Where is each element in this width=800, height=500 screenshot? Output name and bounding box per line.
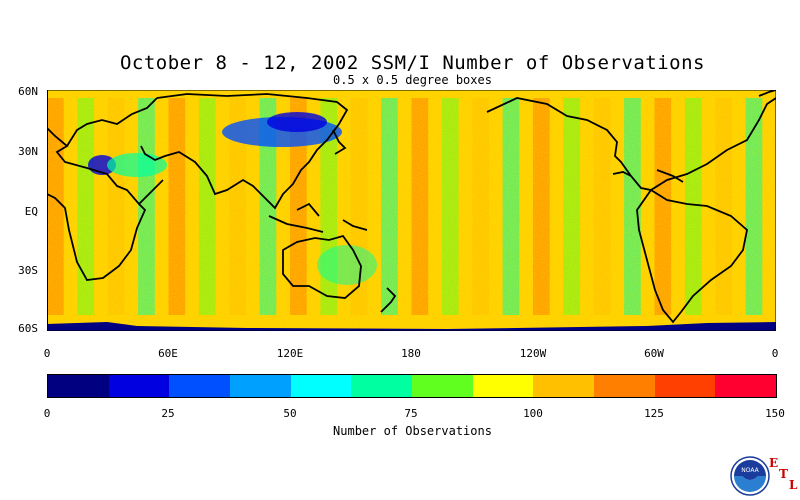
- lon-label-0: 0: [43, 347, 51, 360]
- lon-label-0-end: 0: [771, 347, 779, 360]
- colorbar-swatch: [594, 375, 655, 397]
- svg-text:NOAA: NOAA: [741, 467, 759, 474]
- colorbar-swatch: [412, 375, 473, 397]
- colorbar-swatch: [472, 375, 534, 397]
- colorbar-swatch: [230, 375, 291, 397]
- lat-label-30s: 30S: [18, 264, 38, 277]
- lon-label-60e: 60E: [158, 347, 178, 360]
- colorbar-swatch: [654, 375, 716, 397]
- antarctica-edge: [47, 322, 776, 331]
- lat-label-60s: 60S: [18, 322, 38, 335]
- lon-label-120e: 120E: [276, 347, 304, 360]
- lat-label-30n: 30N: [18, 145, 38, 158]
- colorbar-title: Number of Observations: [333, 424, 492, 438]
- noaa-logo: NOAA: [730, 456, 770, 496]
- colorbar-swatch: [533, 375, 595, 397]
- colorbar-label-25: 25: [161, 407, 175, 420]
- etl-letter-l: L: [789, 478, 798, 492]
- lat-label-eq: EQ: [24, 205, 38, 218]
- etl-letter-t: T: [779, 467, 788, 481]
- colorbar-swatch: [169, 375, 231, 397]
- lon-label-60w: 60W: [644, 347, 664, 360]
- colorbar-swatch: [351, 375, 413, 397]
- colorbar-label-75: 75: [404, 407, 418, 420]
- lon-label-180: 180: [401, 347, 421, 360]
- page-title: October 8 - 12, 2002 SSM/I Number of Obs…: [119, 52, 705, 74]
- observation-map: [47, 90, 776, 331]
- colorbar-swatch: [108, 375, 170, 397]
- colorbar-swatch: [48, 375, 109, 397]
- colorbar: [47, 374, 777, 398]
- etl-letter-e: E: [769, 456, 779, 470]
- colorbar-label-100: 100: [523, 407, 543, 420]
- colorbar-label-0: 0: [43, 407, 51, 420]
- colorbar-label-50: 50: [283, 407, 297, 420]
- lon-label-120w: 120W: [519, 347, 547, 360]
- colorbar-label-125: 125: [644, 407, 664, 420]
- lat-label-60n: 60N: [18, 85, 38, 98]
- colorbar-swatch: [290, 375, 352, 397]
- page-subtitle: 0.5 x 0.5 degree boxes: [333, 73, 492, 87]
- coastlines: [47, 90, 776, 324]
- colorbar-label-150: 150: [765, 407, 785, 420]
- colorbar-swatch: [715, 375, 777, 397]
- map-left-axis: [47, 90, 48, 331]
